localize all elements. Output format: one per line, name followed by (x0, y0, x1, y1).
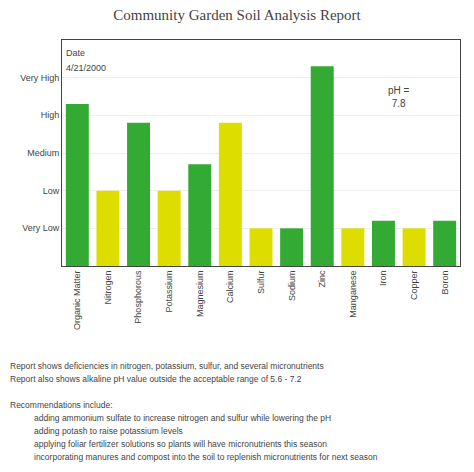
svg-text:Phosphorous: Phosphorous (133, 270, 143, 324)
svg-text:Date: Date (66, 48, 85, 58)
svg-text:Report shows deficiencies in n: Report shows deficiencies in nitrogen, p… (10, 361, 324, 371)
svg-text:Sulfur: Sulfur (256, 271, 266, 295)
svg-text:incorporating manures and comp: incorporating manures and compost into t… (34, 452, 378, 462)
svg-text:adding potash to raise potassi: adding potash to raise potassium levels (34, 426, 183, 436)
svg-text:Copper: Copper (409, 271, 419, 301)
svg-text:Manganese: Manganese (348, 271, 358, 318)
svg-text:Zinc: Zinc (317, 270, 327, 288)
svg-text:Potassium: Potassium (164, 271, 174, 313)
svg-text:Medium: Medium (27, 148, 59, 158)
svg-text:Report also shows alkaline pH: Report also shows alkaline pH value outs… (10, 374, 302, 384)
svg-text:Community Garden Soil Analysis: Community Garden Soil Analysis Report (113, 7, 361, 23)
svg-text:Organic Matter: Organic Matter (72, 271, 82, 331)
svg-text:Iron: Iron (378, 271, 388, 287)
svg-text:High: High (41, 110, 60, 120)
svg-text:pH =7.8: pH =7.8 (388, 85, 410, 109)
svg-text:Nitrogen: Nitrogen (103, 271, 113, 305)
svg-text:Boron: Boron (440, 271, 450, 295)
svg-text:4/21/2000: 4/21/2000 (66, 63, 106, 73)
svg-text:Sodium: Sodium (287, 271, 297, 302)
svg-text:adding ammonium sulfate to inc: adding ammonium sulfate to increase nitr… (34, 413, 331, 423)
svg-text:Calcium: Calcium (225, 271, 235, 304)
svg-text:Magnesium: Magnesium (195, 271, 205, 318)
svg-text:Recommendations include:: Recommendations include: (10, 400, 113, 410)
svg-text:Very Low: Very Low (22, 223, 60, 233)
svg-text:Very High: Very High (20, 73, 59, 83)
svg-text:applying foliar fertilizer sol: applying foliar fertilizer solutions so … (34, 439, 327, 449)
svg-text:Low: Low (43, 186, 60, 196)
